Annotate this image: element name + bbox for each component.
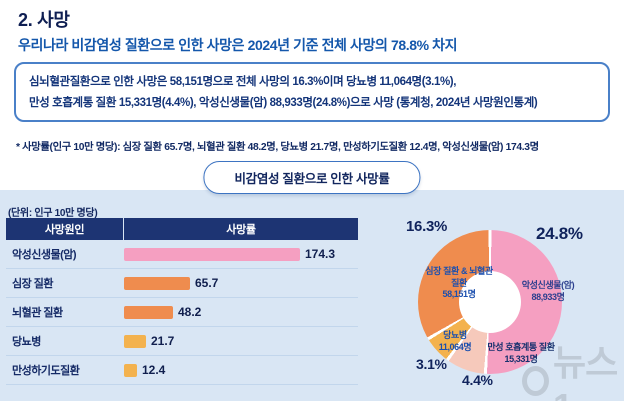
rate-value: 12.4 bbox=[142, 363, 166, 377]
headline: 우리나라 비감염성 질환으로 인한 사망은 2024년 기준 전체 사망의 78… bbox=[18, 37, 458, 53]
bar-fill bbox=[124, 247, 300, 261]
slice-label-heart-cerebro: 심장 질환 & 뇌혈관 질환 58,151명 bbox=[424, 266, 494, 301]
chart-title-pill: 비감염성 질환으로 인한 사망률 bbox=[203, 161, 421, 194]
slice-name: 악성신생물(암) bbox=[521, 280, 575, 290]
news1-watermark: 뉴스1 bbox=[522, 334, 624, 401]
bar-cell: 65.7 bbox=[124, 276, 358, 290]
bar-cell: 21.7 bbox=[124, 334, 358, 348]
cause-label: 심장 질환 bbox=[12, 278, 54, 290]
table-row: 당뇨병 21.7 bbox=[6, 327, 358, 356]
cause-label: 당뇨병 bbox=[12, 336, 41, 348]
slice-name: 심장 질환 & 뇌혈관 질환 bbox=[425, 266, 493, 288]
rate-value: 48.2 bbox=[178, 305, 202, 319]
bar-fill bbox=[124, 334, 146, 348]
percent-label-heart-cerebro: 16.3% bbox=[406, 218, 448, 235]
death-rate-table: 사망원인 사망률 악성신생물(암) 174.3 심장 질환 65.7 뇌혈관 질… bbox=[6, 218, 358, 385]
unit-label: (단위: 인구 10만 명당) bbox=[8, 208, 98, 219]
percent-label-cancer: 24.8% bbox=[536, 224, 583, 243]
table-row: 악성신생물(암) 174.3 bbox=[6, 240, 358, 269]
bar-cell: 174.3 bbox=[124, 247, 358, 261]
slice-count: 15,331명 bbox=[504, 353, 538, 364]
slice-label-respiratory: 만성 호흡계통 질환 15,331명 bbox=[476, 342, 566, 365]
rate-value: 65.7 bbox=[195, 276, 219, 290]
table-row: 심장 질환 65.7 bbox=[6, 269, 358, 298]
percent-label-diabetes: 3.1% bbox=[416, 356, 447, 372]
news1-logo-icon bbox=[522, 366, 550, 396]
slice-label-diabetes: 당뇨병 11,064명 bbox=[424, 330, 486, 353]
donut-hole bbox=[459, 271, 521, 333]
table-header-row: 사망원인 사망률 bbox=[6, 218, 358, 240]
bar-fill bbox=[124, 276, 190, 290]
footnote: * 사망률(인구 10만 명당): 심장 질환 65.7명, 뇌혈관 질환 48… bbox=[16, 142, 539, 153]
watermark-text: 뉴스1 bbox=[553, 342, 618, 401]
table-row: 만성하기도질환 12.4 bbox=[6, 356, 358, 385]
slice-count: 88,933명 bbox=[531, 291, 565, 302]
cause-label: 악성신생물(암) bbox=[12, 249, 77, 261]
summary-line-1: 심뇌혈관질환으로 인한 사망은 58,151명으로 전체 사망의 16.3%이며… bbox=[29, 76, 457, 88]
bar-cell: 12.4 bbox=[124, 363, 358, 377]
bar-fill bbox=[124, 305, 173, 319]
slice-count: 58,151명 bbox=[442, 289, 476, 300]
rate-value: 21.7 bbox=[151, 334, 175, 348]
bar-cell: 48.2 bbox=[124, 305, 358, 319]
rate-value: 174.3 bbox=[305, 247, 336, 261]
bar-fill bbox=[124, 363, 137, 377]
table-header-rate: 사망률 bbox=[226, 224, 256, 236]
percent-label-respiratory: 4.4% bbox=[462, 372, 493, 388]
summary-line-2: 만성 호흡계통 질환 15,331명(4.4%), 악성신생물(암) 88,93… bbox=[29, 96, 538, 109]
donut-chart-area: 16.3% 24.8% 3.1% 4.4% 심장 질환 & 뇌혈관 질환 58,… bbox=[390, 196, 624, 401]
slice-label-cancer: 악성신생물(암) 88,933명 bbox=[510, 280, 586, 303]
slice-count: 11,064명 bbox=[438, 341, 472, 352]
donut-chart bbox=[418, 230, 562, 374]
table-header-cause: 사망원인 bbox=[6, 218, 124, 240]
slice-name: 당뇨병 bbox=[443, 330, 467, 340]
section-title: 2. 사망 bbox=[18, 10, 70, 30]
summary-box: 심뇌혈관질환으로 인한 사망은 58,151명으로 전체 사망의 16.3%이며… bbox=[14, 62, 610, 122]
slice-name: 만성 호흡계통 질환 bbox=[487, 342, 555, 352]
table-row: 뇌혈관 질환 48.2 bbox=[6, 298, 358, 327]
cause-label: 뇌혈관 질환 bbox=[12, 307, 63, 319]
cause-label: 만성하기도질환 bbox=[12, 365, 80, 377]
